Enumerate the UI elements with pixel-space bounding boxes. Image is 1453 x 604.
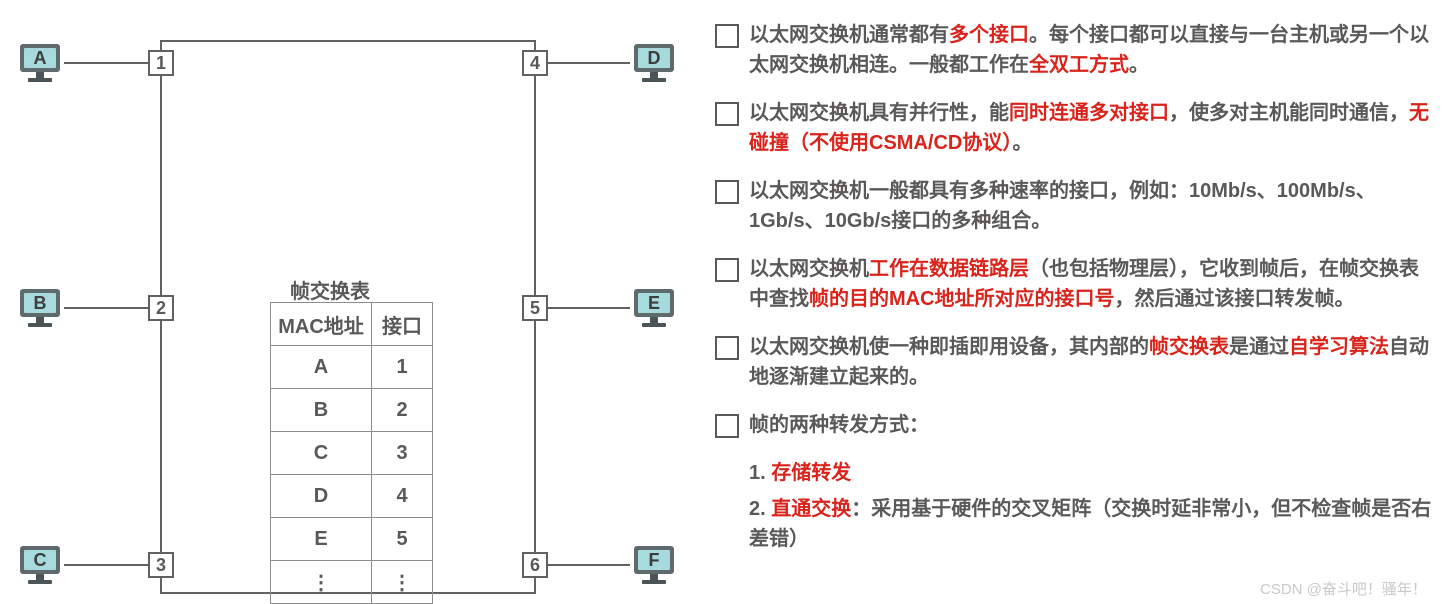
host-b: B bbox=[16, 285, 64, 333]
cable-port-2 bbox=[64, 307, 148, 309]
svg-text:D: D bbox=[648, 48, 661, 68]
bullet-text: 帧的两种转发方式： bbox=[749, 410, 929, 440]
host-f: F bbox=[630, 542, 678, 590]
cable-port-1 bbox=[64, 62, 148, 64]
csdn-watermark: CSDN @奋斗吧！骚年！ bbox=[1260, 578, 1427, 599]
host-a: A bbox=[16, 40, 64, 88]
checkbox-icon bbox=[715, 414, 739, 438]
svg-text:C: C bbox=[34, 550, 47, 570]
b4: 以太网交换机工作在数据链路层（也包括物理层），它收到帧后，在帧交换表中查找帧的目… bbox=[715, 254, 1435, 314]
s2: 2. 直通交换：采用基于硬件的交叉矩阵（交换时延非常小，但不检查帧是否右差错） bbox=[715, 494, 1435, 554]
bullet-text: 以太网交换机一般都具有多种速率的接口，例如：10Mb/s、100Mb/s、1Gb… bbox=[749, 176, 1435, 236]
port-3: 3 bbox=[148, 552, 174, 578]
b6: 帧的两种转发方式： bbox=[715, 410, 1435, 440]
b2: 以太网交换机具有并行性，能同时连通多对接口，使多对主机能同时通信，无碰撞（不使用… bbox=[715, 98, 1435, 158]
svg-text:F: F bbox=[649, 550, 660, 570]
cable-port-3 bbox=[64, 564, 148, 566]
checkbox-icon bbox=[715, 180, 739, 204]
port-5: 5 bbox=[522, 295, 548, 321]
host-e: E bbox=[630, 285, 678, 333]
cable-port-5 bbox=[546, 307, 630, 309]
b1: 以太网交换机通常都有多个接口。每个接口都可以直接与一台主机或另一个以太网交换机相… bbox=[715, 20, 1435, 80]
cable-port-6 bbox=[546, 564, 630, 566]
host-d: D bbox=[630, 40, 678, 88]
ft-col-if: 接口 bbox=[372, 303, 433, 346]
port-2: 2 bbox=[148, 295, 174, 321]
frame-table: MAC地址接口A1B2C3D4E5⋮⋮ bbox=[270, 302, 433, 604]
table-row: E5 bbox=[271, 518, 433, 561]
table-row: D4 bbox=[271, 475, 433, 518]
bullet-text: 以太网交换机具有并行性，能同时连通多对接口，使多对主机能同时通信，无碰撞（不使用… bbox=[749, 98, 1435, 158]
table-row: C3 bbox=[271, 432, 433, 475]
bullet-text: 以太网交换机工作在数据链路层（也包括物理层），它收到帧后，在帧交换表中查找帧的目… bbox=[749, 254, 1435, 314]
svg-text:B: B bbox=[34, 293, 47, 313]
svg-text:A: A bbox=[34, 48, 47, 68]
port-1: 1 bbox=[148, 50, 174, 76]
table-row: B2 bbox=[271, 389, 433, 432]
host-c: C bbox=[16, 542, 64, 590]
bullet-list: 以太网交换机通常都有多个接口。每个接口都可以直接与一台主机或另一个以太网交换机相… bbox=[715, 20, 1435, 560]
port-6: 6 bbox=[522, 552, 548, 578]
svg-text:E: E bbox=[648, 293, 660, 313]
ft-col-mac: MAC地址 bbox=[271, 303, 372, 346]
s1: 1. 存储转发 bbox=[715, 458, 1435, 488]
cable-port-4 bbox=[546, 62, 630, 64]
table-row: ⋮⋮ bbox=[271, 561, 433, 604]
b5: 以太网交换机使一种即插即用设备，其内部的帧交换表是通过自学习算法自动地逐渐建立起… bbox=[715, 332, 1435, 392]
bullet-text: 以太网交换机通常都有多个接口。每个接口都可以直接与一台主机或另一个以太网交换机相… bbox=[749, 20, 1435, 80]
table-row: A1 bbox=[271, 346, 433, 389]
checkbox-icon bbox=[715, 336, 739, 360]
b3: 以太网交换机一般都具有多种速率的接口，例如：10Mb/s、100Mb/s、1Gb… bbox=[715, 176, 1435, 236]
port-4: 4 bbox=[522, 50, 548, 76]
frame-table-title: 帧交换表 bbox=[290, 275, 370, 304]
checkbox-icon bbox=[715, 24, 739, 48]
checkbox-icon bbox=[715, 258, 739, 282]
bullet-text: 以太网交换机使一种即插即用设备，其内部的帧交换表是通过自学习算法自动地逐渐建立起… bbox=[749, 332, 1435, 392]
checkbox-icon bbox=[715, 102, 739, 126]
